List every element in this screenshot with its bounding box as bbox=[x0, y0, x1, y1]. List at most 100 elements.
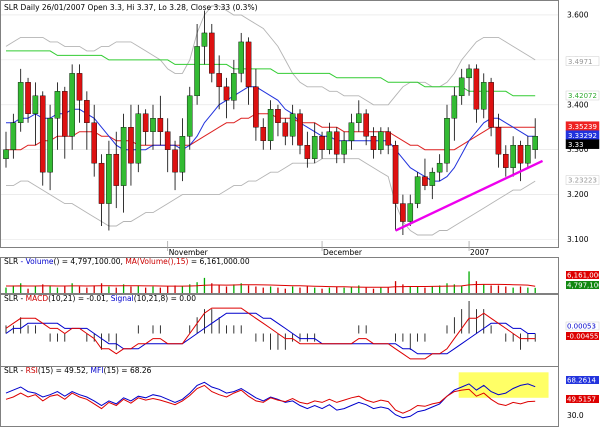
candle-down bbox=[319, 136, 325, 150]
x-axis-label: November bbox=[169, 248, 209, 257]
candle-up bbox=[480, 82, 487, 110]
header-part: MACD bbox=[26, 294, 49, 303]
rsi-tag: 49.5157 bbox=[567, 396, 596, 404]
volume-ma-line bbox=[6, 283, 536, 288]
candle-down bbox=[216, 73, 222, 88]
candle-up bbox=[106, 153, 112, 204]
header-part: = 6,161,000.00 bbox=[188, 257, 249, 266]
x-axis-labels: November December 2007 bbox=[167, 241, 489, 257]
bollinger-bands bbox=[5, 5, 536, 236]
price-header: SLR Daily 26/01/2007 Open 3.3, Hi 3.37, … bbox=[4, 3, 258, 12]
candle-up bbox=[525, 145, 531, 164]
candle-up bbox=[3, 149, 9, 159]
candle-up bbox=[407, 203, 414, 222]
candle-down bbox=[282, 122, 289, 137]
candle-up bbox=[458, 77, 465, 97]
candle-down bbox=[245, 41, 252, 88]
support-trendline bbox=[395, 159, 544, 232]
header-part: MA(Volume(),15) bbox=[125, 257, 188, 266]
candle-down bbox=[275, 109, 281, 123]
volume-tag: 4,797,100 bbox=[567, 282, 600, 290]
candle-up bbox=[466, 68, 472, 79]
candle-down bbox=[76, 73, 83, 101]
rsi-line bbox=[5, 384, 536, 414]
candle-up bbox=[186, 95, 193, 137]
header-part: (15) = 49.52, bbox=[38, 366, 91, 375]
candle-up bbox=[267, 109, 274, 141]
price-tick-label: 3.600 bbox=[567, 10, 589, 19]
price-tag-ma_fast_a: 3.35239 bbox=[568, 123, 597, 131]
macd-tag-box bbox=[566, 332, 599, 340]
candle-down bbox=[157, 118, 164, 132]
price-tag-bb_upper: 3.4971 bbox=[568, 58, 593, 66]
header-part: - bbox=[18, 366, 25, 375]
candle-up bbox=[179, 136, 186, 173]
price-tag-ma_fast_b: 3.33292 bbox=[568, 132, 597, 140]
candle-up bbox=[311, 136, 318, 159]
candle-up bbox=[429, 171, 436, 186]
candle-down bbox=[208, 32, 215, 74]
candle-up bbox=[10, 122, 17, 150]
candle-down bbox=[172, 149, 178, 173]
candle-up bbox=[194, 46, 200, 97]
price-tag-bb_upper-box bbox=[565, 56, 600, 66]
price-tag-ma_slow-box bbox=[565, 90, 600, 101]
candle-up bbox=[532, 136, 538, 150]
candle-down bbox=[363, 113, 369, 137]
candle-up bbox=[356, 113, 362, 123]
candlesticks bbox=[3, 10, 538, 236]
candle-up bbox=[451, 95, 458, 119]
header-ticker: SLR bbox=[4, 366, 18, 375]
price-tag-bb_lower-box bbox=[565, 175, 600, 185]
candle-down bbox=[39, 95, 46, 173]
candle-up bbox=[444, 118, 450, 164]
candle-down bbox=[62, 91, 68, 137]
candle-down bbox=[473, 68, 480, 110]
header-ticker: SLR bbox=[4, 257, 18, 266]
candle-down bbox=[142, 113, 149, 132]
header-part: () = 4,797,100.00, bbox=[54, 257, 126, 266]
macd-line bbox=[5, 307, 536, 360]
candle-up bbox=[326, 131, 333, 150]
candle-up bbox=[120, 127, 127, 186]
header-ticker: SLR bbox=[4, 294, 18, 303]
candle-down bbox=[253, 86, 259, 128]
mfi-tag: 68.2614 bbox=[567, 377, 596, 385]
candle-down bbox=[297, 113, 303, 146]
candle-down bbox=[333, 131, 340, 155]
header-part: Signal bbox=[111, 294, 134, 303]
bollinger-lower-line bbox=[6, 158, 536, 236]
candle-down bbox=[98, 162, 105, 204]
macd-signal-tag: 0.00053 bbox=[567, 323, 596, 331]
price-tag-bb_lower: 3.23223 bbox=[568, 177, 597, 185]
candle-up bbox=[238, 41, 245, 74]
rsi-level-label: 30.0 bbox=[567, 411, 584, 420]
rsi-layer: 68.2614 49.5157 30.0 bbox=[5, 372, 599, 420]
candle-up bbox=[378, 131, 384, 150]
candle-up bbox=[289, 113, 296, 137]
candle-up bbox=[201, 32, 208, 47]
candle-up bbox=[414, 176, 421, 204]
candle-down bbox=[385, 131, 392, 146]
volume-tag-box bbox=[566, 281, 599, 289]
price-tag-ma_slow: 3.42072 bbox=[568, 92, 597, 100]
macd-signal-line bbox=[5, 312, 536, 355]
header-part: (15) = 68.26 bbox=[104, 366, 152, 375]
price-tag-close: 3.33 bbox=[568, 141, 584, 149]
macd-signal-tag-box bbox=[565, 321, 600, 331]
rsi-tag-box bbox=[566, 395, 599, 403]
candle-up bbox=[54, 91, 61, 119]
candle-down bbox=[392, 145, 399, 204]
candle-down bbox=[370, 136, 377, 150]
candle-up bbox=[231, 73, 237, 101]
price-tick-label: 3.100 bbox=[567, 235, 589, 244]
candle-up bbox=[135, 113, 142, 164]
trendline-layer bbox=[395, 159, 544, 232]
candle-down bbox=[400, 203, 406, 222]
price-tick-label: 3.300 bbox=[567, 145, 589, 154]
macd-header: SLR - MACD(10,21) = -0.01, Signal(10,21,… bbox=[4, 294, 196, 303]
candle-down bbox=[304, 145, 311, 159]
candle-down bbox=[223, 86, 230, 101]
